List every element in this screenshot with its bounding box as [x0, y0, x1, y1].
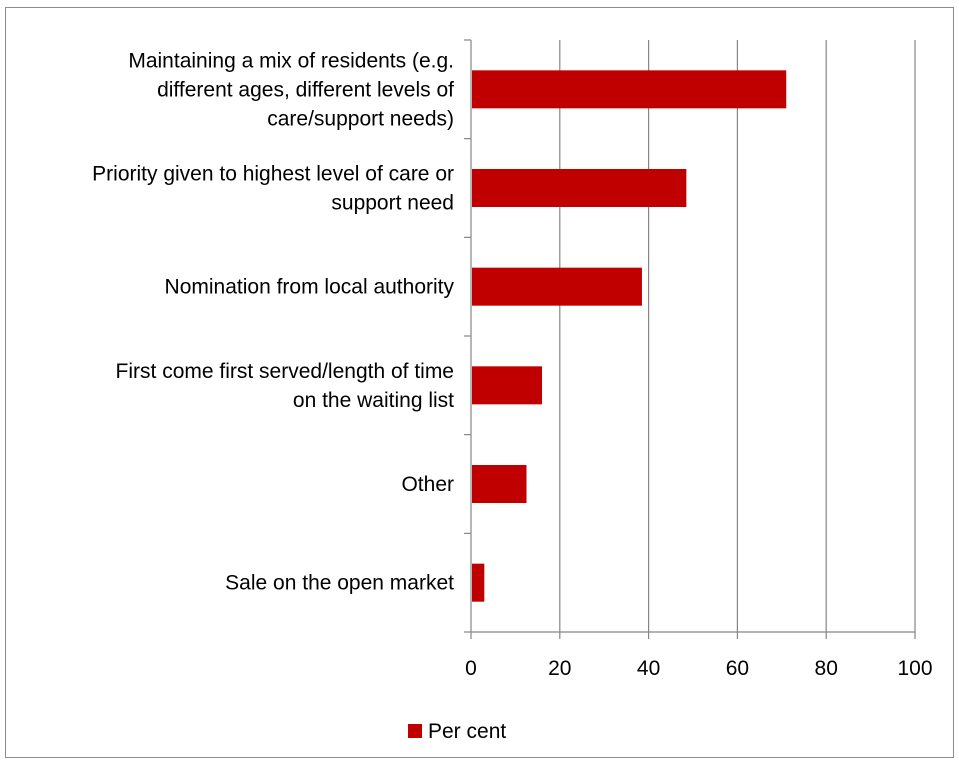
- category-label: on the waiting list: [293, 389, 454, 412]
- category-label: Other: [401, 473, 454, 496]
- category-label: Sale on the open market: [225, 572, 454, 595]
- x-tick-labels: 0 20 40 60 80 100: [465, 657, 932, 680]
- x-tick-label: 60: [726, 657, 749, 680]
- gridlines: [559, 40, 916, 632]
- category-label: First come first served/length of time: [116, 360, 454, 383]
- x-tick-label: 0: [465, 657, 477, 680]
- bar-4: [472, 465, 527, 503]
- bar-3: [472, 366, 543, 405]
- bar-0: [472, 70, 787, 109]
- legend: Per cent: [408, 720, 506, 743]
- category-label: support need: [331, 192, 454, 215]
- x-tick-label: 20: [548, 657, 571, 680]
- bars: [472, 70, 787, 602]
- category-labels: Maintaining a mix of residents (e.g. diff…: [92, 49, 454, 594]
- category-label: Priority given to highest level of care …: [92, 163, 454, 186]
- bar-5: [472, 563, 485, 602]
- category-label: different ages, different levels of: [157, 78, 454, 101]
- bar-1: [472, 169, 687, 207]
- legend-label: Per cent: [428, 720, 506, 743]
- x-tick-label: 40: [637, 657, 660, 680]
- category-label: care/support needs): [267, 107, 454, 130]
- category-label: Nomination from local authority: [165, 276, 455, 299]
- x-tick-label: 100: [897, 657, 932, 680]
- axes: [464, 39, 916, 639]
- bar-chart: Maintaining a mix of residents (e.g. diff…: [92, 39, 933, 743]
- chart-area: Maintaining a mix of residents (e.g. diff…: [5, 7, 954, 758]
- x-tick-label: 80: [815, 657, 838, 680]
- legend-swatch: [408, 724, 422, 738]
- bar-2: [472, 267, 642, 306]
- category-label: Maintaining a mix of residents (e.g.: [128, 49, 454, 72]
